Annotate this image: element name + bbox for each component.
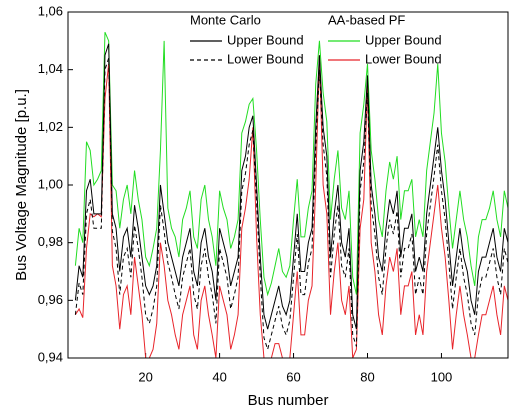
y-tick-label: 0,94: [38, 349, 63, 364]
x-tick-label: 80: [360, 369, 374, 384]
legend-group-title: AA-based PF: [328, 12, 405, 27]
series-line: [74, 43, 509, 330]
x-tick-label: 40: [212, 369, 226, 384]
legend-label: Lower Bound: [227, 51, 304, 66]
y-tick-label: 0,96: [38, 292, 63, 307]
legend-label: Lower Bound: [365, 51, 442, 66]
series-line: [74, 31, 509, 297]
x-tick-label: 60: [286, 369, 300, 384]
legend-label: Upper Bound: [227, 32, 304, 47]
x-tick-label: 100: [431, 369, 453, 384]
y-tick-label: 1,04: [38, 61, 63, 76]
y-axis-label: Bus Voltage Magnitude [p.u.]: [13, 89, 30, 281]
x-tick-label: 20: [138, 369, 152, 384]
plot-frame: [67, 11, 509, 359]
legend-group-title: Monte Carlo: [190, 12, 261, 27]
y-tick-label: 1,06: [38, 3, 63, 18]
series-line: [74, 57, 509, 352]
x-axis-label: Bus number: [248, 392, 329, 409]
y-tick-label: 1,02: [38, 119, 63, 134]
y-tick-label: 1,00: [38, 176, 63, 191]
legend-label: Upper Bound: [365, 32, 442, 47]
y-tick-label: 0,98: [38, 234, 63, 249]
